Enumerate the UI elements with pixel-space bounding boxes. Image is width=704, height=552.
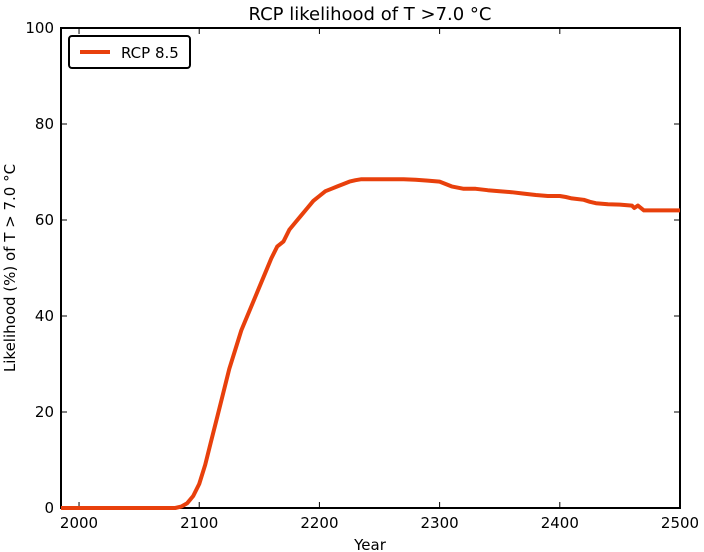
x-tick-label: 2000 [60,514,98,532]
x-tick-label: 2200 [300,514,338,532]
x-tick-label: 2400 [541,514,579,532]
x-axis-label: Year [353,536,387,552]
y-tick-label: 80 [35,115,54,133]
y-tick-label: 40 [35,307,54,325]
chart-title: RCP likelihood of T >7.0 °C [249,4,492,25]
y-tick-label: 60 [35,211,54,229]
legend: RCP 8.5 [68,35,191,69]
y-tick-label: 0 [44,499,54,517]
x-tick-label: 2300 [421,514,459,532]
y-axis-label: Likelihood (%) of T > 7.0 °C [1,164,19,372]
legend-box [68,35,191,69]
x-tick-label: 2500 [661,514,699,532]
series-line-rcp-8-5 [61,177,680,510]
series-layer [61,177,680,510]
legend-label: RCP 8.5 [121,44,179,62]
x-tick-label: 2100 [180,514,218,532]
plot-frame [60,27,681,509]
plot-area: 2000 2100 2200 2300 2400 2500 0 20 40 60 80 100 [25,19,699,532]
y-tick-label: 100 [25,19,54,37]
y-tick-label: 20 [35,403,54,421]
x-axis-ticks: 2000 2100 2200 2300 2400 2500 [60,28,699,532]
